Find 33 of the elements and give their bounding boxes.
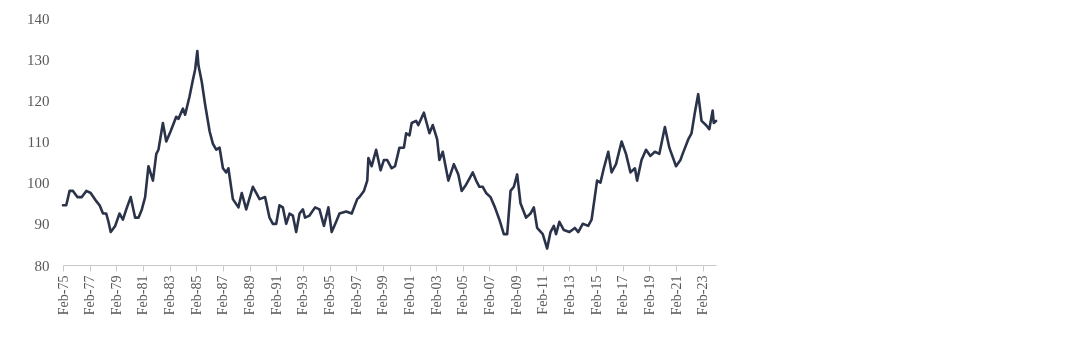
x-tick-label: Feb-11 — [535, 275, 551, 315]
y-tick-label: 100 — [27, 175, 50, 192]
x-tick-label: Feb-81 — [135, 275, 151, 316]
x-tick-label: Feb-89 — [242, 275, 258, 316]
x-tick-label: Feb-07 — [481, 275, 497, 316]
y-tick-label: 110 — [27, 134, 50, 150]
x-tick-label: Feb-85 — [188, 275, 204, 316]
x-tick-label: Feb-05 — [455, 275, 471, 316]
x-tick-label: Feb-17 — [615, 275, 631, 316]
x-tick-label: Feb-01 — [402, 275, 418, 316]
x-tick-label: Feb-91 — [268, 275, 284, 316]
x-tick-label: Feb-19 — [641, 275, 657, 316]
x-tick-label: Feb-15 — [588, 275, 604, 316]
y-tick-label: 80 — [34, 257, 50, 274]
y-tick-label: 120 — [27, 92, 50, 109]
y-tick-label: 130 — [27, 51, 50, 68]
x-tick-label: Feb-93 — [295, 275, 311, 316]
x-tick-label: Feb-23 — [695, 275, 711, 316]
x-tick-label: Feb-03 — [428, 275, 444, 316]
x-tick-label: Feb-09 — [508, 275, 524, 316]
x-tick-label: Feb-99 — [375, 275, 391, 316]
line-series — [61, 49, 718, 250]
x-tick-label: Feb-77 — [82, 275, 98, 316]
x-tick-label: Feb-79 — [108, 275, 124, 316]
y-tick-label: 90 — [34, 216, 50, 233]
x-tick-label: Feb-83 — [162, 275, 178, 316]
y-tick-label: 140 — [27, 10, 50, 27]
x-tick-label: Feb-97 — [348, 275, 364, 316]
x-tick-label: Feb-95 — [322, 275, 338, 316]
x-tick-label: Feb-87 — [215, 275, 231, 316]
x-tick-label: Feb-13 — [561, 275, 577, 316]
x-tick-label: Feb-75 — [55, 275, 71, 316]
x-tick-label: Feb-21 — [668, 275, 684, 316]
